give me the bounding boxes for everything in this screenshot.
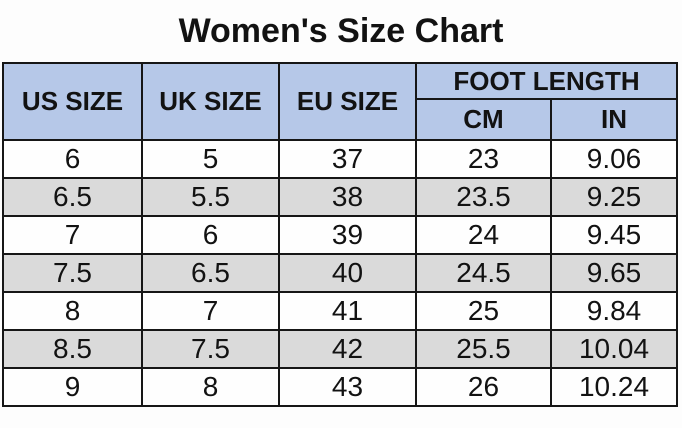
cell-eu: 37 [278, 139, 417, 179]
cell-uk: 5.5 [141, 177, 280, 217]
cell-eu: 43 [278, 367, 417, 407]
cell-us: 7.5 [2, 253, 143, 293]
table-row: 6.5 5.5 38 23.5 9.25 [2, 177, 679, 217]
cell-in: 9.06 [549, 139, 679, 179]
cell-in: 10.24 [549, 367, 679, 407]
cell-eu: 41 [278, 291, 417, 331]
cell-us: 6.5 [2, 177, 143, 217]
cell-cm: 25.5 [415, 329, 552, 369]
page-title: Women's Size Chart [178, 11, 504, 50]
cell-us: 6 [2, 139, 143, 179]
cell-cm: 23 [415, 139, 552, 179]
cell-in: 9.45 [549, 215, 679, 255]
cell-us: 9 [2, 367, 143, 407]
table-row: 9 8 43 26 10.24 [2, 367, 679, 407]
header-us-size: US SIZE [2, 62, 143, 141]
cell-uk: 6.5 [141, 253, 280, 293]
table-row: 6 5 37 23 9.06 [2, 139, 679, 179]
header-eu-size: EU SIZE [278, 62, 417, 141]
cell-eu: 42 [278, 329, 417, 369]
table-row: 8.5 7.5 42 25.5 10.04 [2, 329, 679, 369]
cell-uk: 6 [141, 215, 280, 255]
header-uk-size: UK SIZE [141, 62, 280, 141]
table-header: US SIZE UK SIZE EU SIZE FOOT LENGTH CM I… [2, 62, 679, 141]
cell-cm: 25 [415, 291, 552, 331]
size-chart-table: US SIZE UK SIZE EU SIZE FOOT LENGTH CM I… [2, 62, 679, 407]
cell-in: 9.65 [549, 253, 679, 293]
cell-uk: 5 [141, 139, 280, 179]
cell-us: 8 [2, 291, 143, 331]
cell-uk: 7 [141, 291, 280, 331]
cell-us: 8.5 [2, 329, 143, 369]
table-row: 7 6 39 24 9.45 [2, 215, 679, 255]
header-foot-length: FOOT LENGTH [414, 62, 679, 100]
cell-uk: 7.5 [141, 329, 280, 369]
cell-cm: 24.5 [415, 253, 552, 293]
cell-uk: 8 [141, 367, 280, 407]
cell-us: 7 [2, 215, 143, 255]
cell-cm: 26 [415, 367, 552, 407]
cell-in: 9.84 [549, 291, 679, 331]
cell-cm: 23.5 [415, 177, 552, 217]
cell-in: 10.04 [549, 329, 679, 369]
cell-in: 9.25 [549, 177, 679, 217]
cell-eu: 39 [278, 215, 417, 255]
cell-eu: 38 [278, 177, 417, 217]
cell-cm: 24 [415, 215, 552, 255]
table-row: 7.5 6.5 40 24.5 9.65 [2, 253, 679, 293]
cell-eu: 40 [278, 253, 417, 293]
table-row: 8 7 41 25 9.84 [2, 291, 679, 331]
table-body: 6 5 37 23 9.06 6.5 5.5 38 23.5 9.25 7 6 … [2, 139, 679, 407]
header-cm: CM [415, 98, 552, 141]
header-in: IN [549, 98, 679, 141]
